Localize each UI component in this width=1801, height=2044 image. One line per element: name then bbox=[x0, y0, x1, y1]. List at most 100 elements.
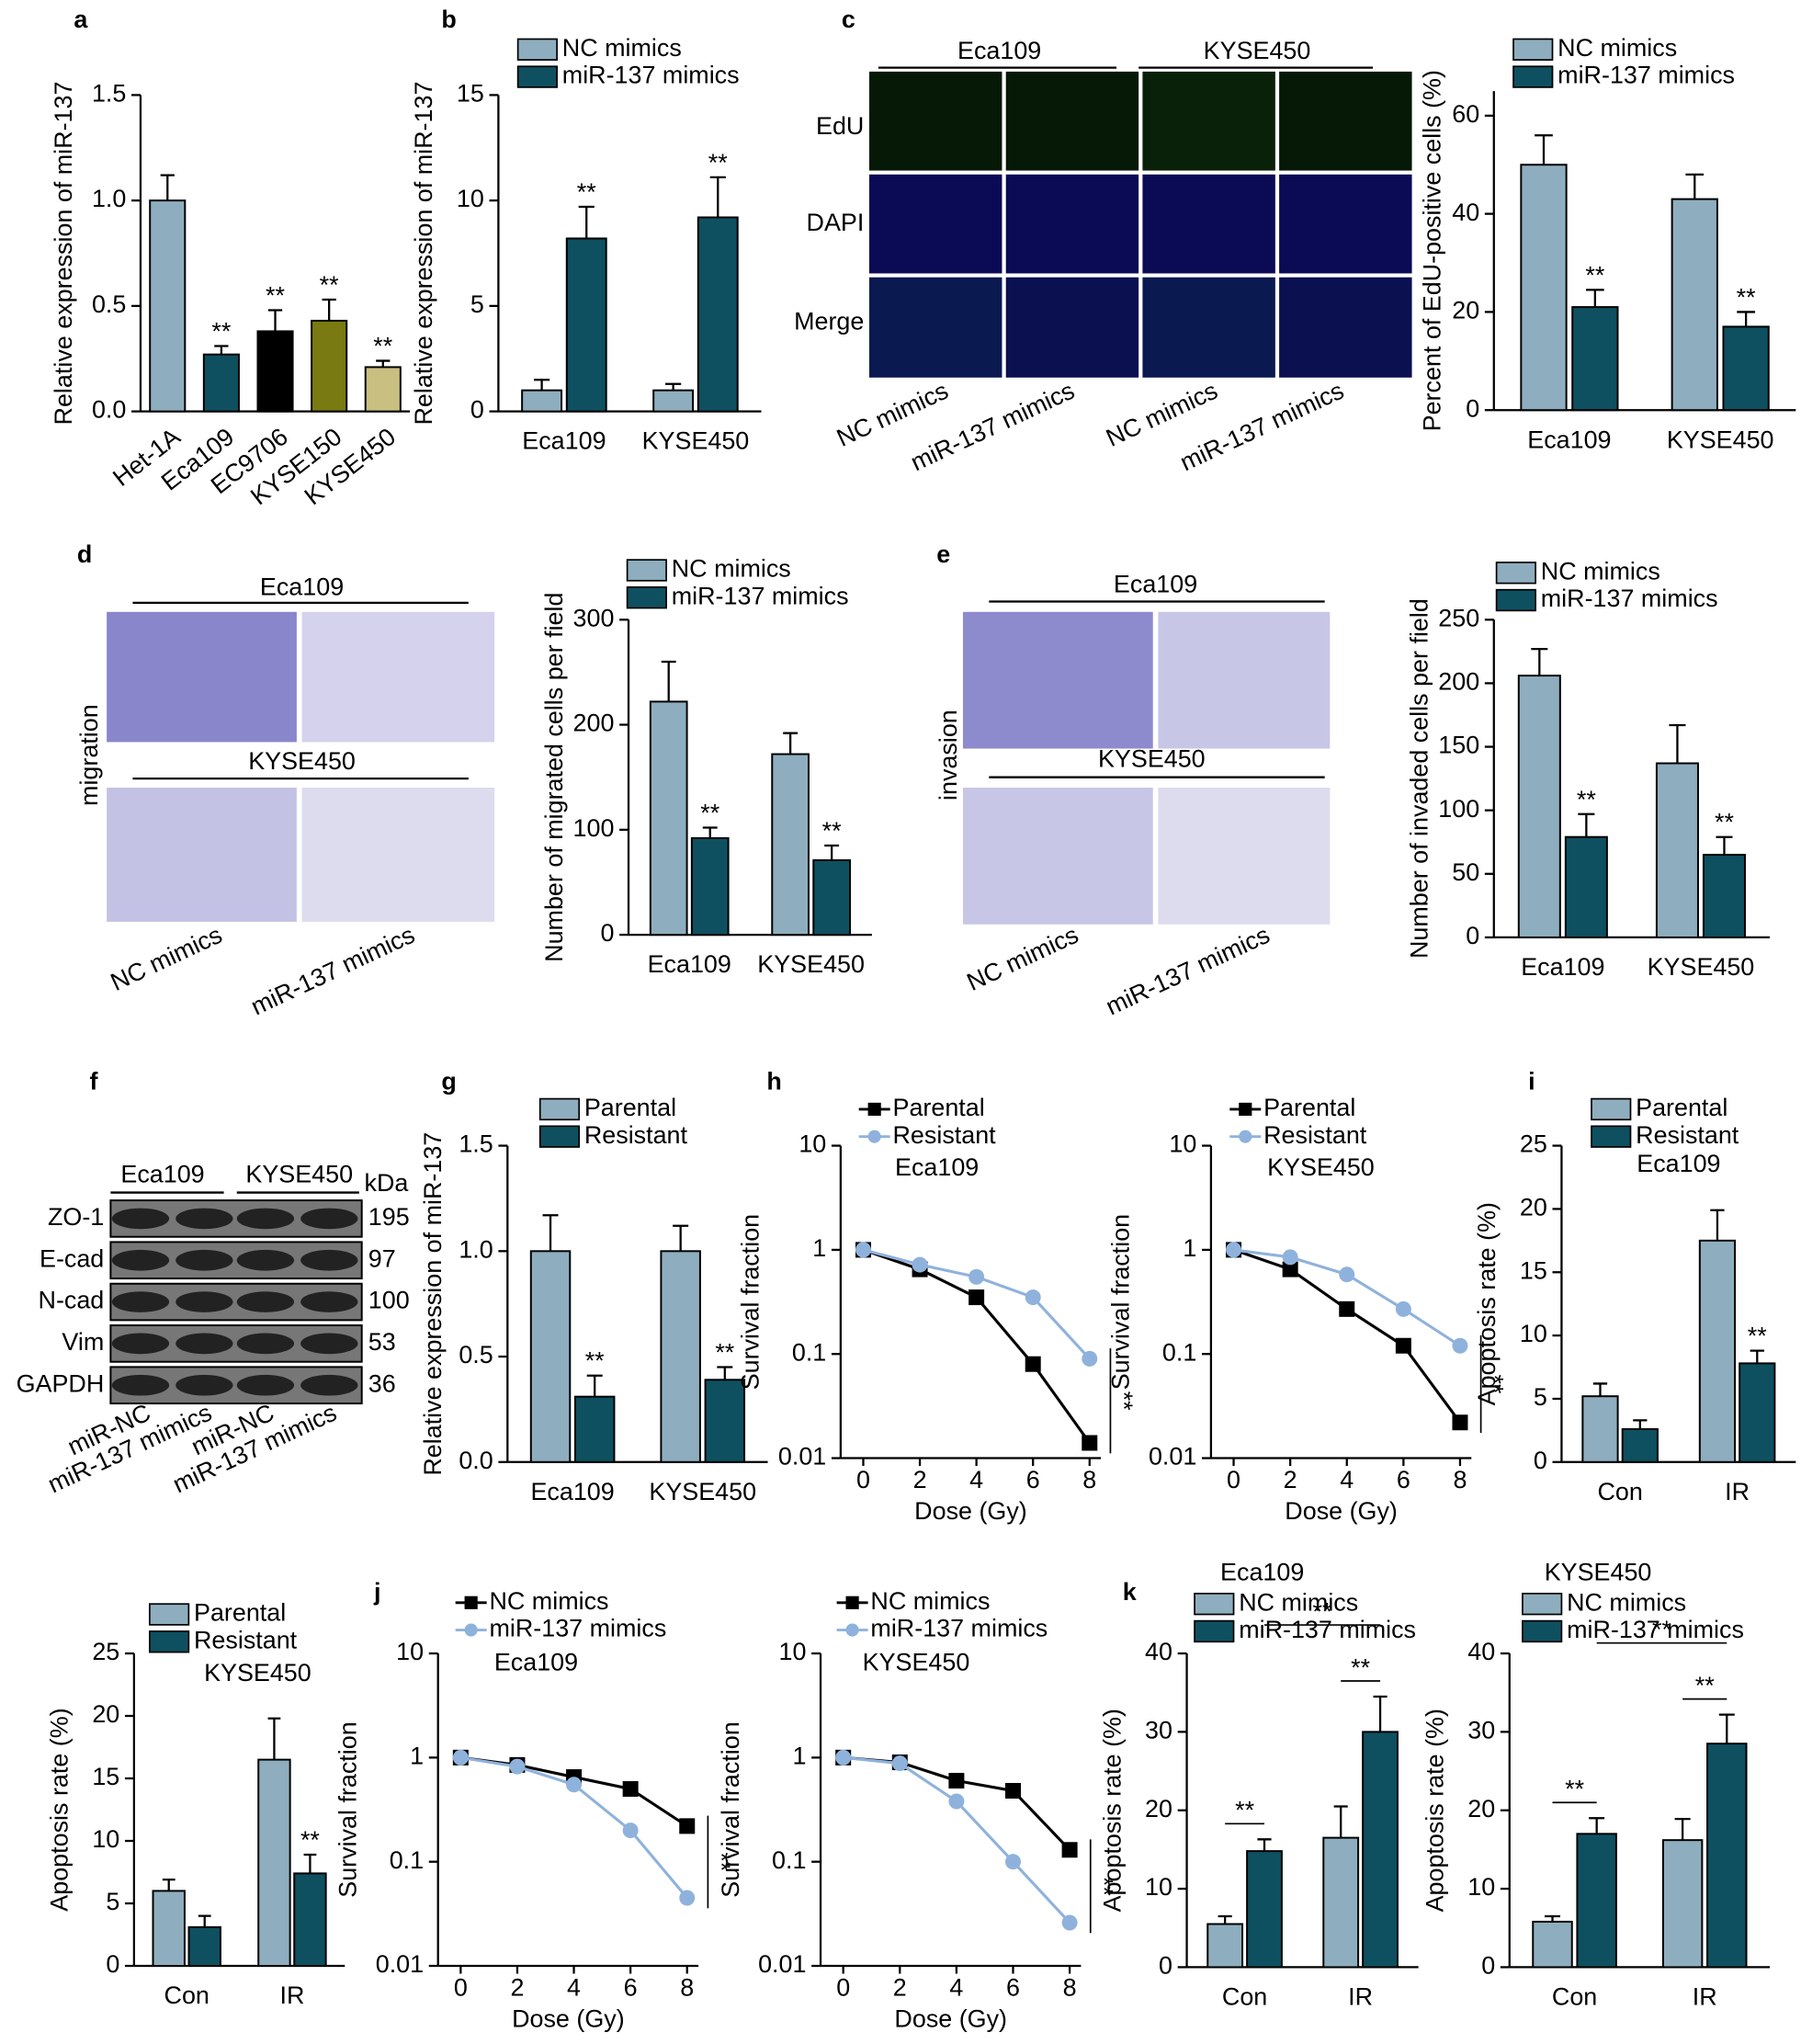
y-tick-label: 20 bbox=[1145, 1795, 1172, 1823]
y-tick-label: 20 bbox=[1520, 1194, 1547, 1221]
significance: ** bbox=[708, 1852, 735, 1871]
comparison-label: ** bbox=[1695, 1672, 1715, 1699]
bar bbox=[256, 330, 294, 413]
legend-swatch bbox=[538, 1097, 581, 1121]
subtitle: Eca109 bbox=[494, 1648, 578, 1675]
error-bar bbox=[198, 1914, 211, 1927]
point bbox=[509, 1758, 526, 1775]
legend-swatch bbox=[1522, 1619, 1563, 1643]
error-bar bbox=[717, 1366, 733, 1380]
error-bar bbox=[1585, 289, 1604, 308]
legend-swatch bbox=[1495, 562, 1536, 585]
legend-swatch bbox=[1512, 65, 1554, 88]
error-bar bbox=[303, 1853, 317, 1874]
legend-label: Parental bbox=[893, 1094, 985, 1121]
error-bar bbox=[1589, 1817, 1605, 1834]
side-label: invasion bbox=[934, 710, 962, 801]
panel-letter: a bbox=[74, 6, 88, 33]
error-bar bbox=[665, 382, 682, 391]
legend-label: NC mimics bbox=[562, 34, 682, 62]
x-tick-label: KYSE450 bbox=[1667, 426, 1774, 453]
y-tick-label: 1 bbox=[793, 1742, 807, 1769]
point bbox=[1339, 1266, 1355, 1283]
bar bbox=[1362, 1731, 1399, 1969]
x-tick-label: Eca109 bbox=[522, 427, 606, 455]
error-bar bbox=[1333, 1805, 1348, 1838]
point bbox=[912, 1256, 928, 1273]
significance: ** bbox=[1737, 283, 1756, 311]
blot-band bbox=[300, 1333, 358, 1355]
error-bar bbox=[1373, 1695, 1388, 1732]
blot-band bbox=[300, 1249, 358, 1271]
error-bar bbox=[1257, 1838, 1272, 1852]
error-bar bbox=[702, 826, 718, 838]
legend-label: miR-137 mimics bbox=[870, 1615, 1048, 1642]
error-bar bbox=[376, 359, 391, 368]
unit-label: kDa bbox=[365, 1169, 409, 1197]
y-tick-label: 10 bbox=[1145, 1873, 1172, 1901]
y-tick-label: 0.1 bbox=[772, 1846, 806, 1874]
x-tick-label: 2 bbox=[510, 1974, 524, 2002]
bar bbox=[1739, 1362, 1776, 1463]
blot-band bbox=[176, 1374, 233, 1396]
y-tick-label: 0 bbox=[1534, 1447, 1547, 1474]
y-axis-label: Apoptosis rate (%) bbox=[46, 1708, 74, 1911]
x-tick-label: KYSE450 bbox=[642, 427, 750, 455]
blot-band bbox=[111, 1208, 170, 1230]
comparison-label: ** bbox=[1351, 1653, 1370, 1681]
y-tick-label: 0.0 bbox=[92, 396, 126, 424]
legend-swatch bbox=[516, 65, 558, 88]
x-tick-label: 2 bbox=[893, 1974, 907, 2002]
point bbox=[891, 1755, 908, 1772]
significance: ** bbox=[211, 317, 231, 345]
x-axis-label: Dose (Gy) bbox=[894, 2005, 1007, 2033]
legend-label: miR-137 mimics bbox=[672, 582, 849, 609]
point bbox=[968, 1289, 985, 1306]
legend-swatch bbox=[1194, 1593, 1235, 1616]
y-tick-label: 0.01 bbox=[376, 1950, 424, 1978]
significance: ** bbox=[1090, 1877, 1117, 1896]
subtitle: Eca109 bbox=[1637, 1150, 1720, 1177]
error-bar bbox=[709, 176, 726, 218]
legend-marker bbox=[464, 1623, 478, 1637]
significance: ** bbox=[1748, 1323, 1767, 1350]
y-tick-label: 0 bbox=[1481, 1952, 1495, 1980]
bar bbox=[1322, 1836, 1360, 1969]
legend-label: Parental bbox=[584, 1094, 676, 1121]
x-axis-label: Dose (Gy) bbox=[914, 1497, 1027, 1525]
y-tick-label: 0.5 bbox=[92, 290, 126, 318]
y-axis-label: Apoptosis rate (%) bbox=[1473, 1202, 1501, 1405]
y-tick-label: 10 bbox=[92, 1825, 119, 1853]
y-tick-label: 0.01 bbox=[758, 1950, 806, 1978]
y-axis-label: Relative expression of miR-137 bbox=[410, 82, 437, 426]
bar bbox=[187, 1925, 221, 1967]
x-tick-label: 4 bbox=[949, 1974, 963, 2002]
legend-swatch bbox=[538, 1125, 581, 1148]
point bbox=[452, 1749, 469, 1766]
y-axis-label: Survival fraction bbox=[1107, 1214, 1135, 1390]
legend-marker bbox=[845, 1623, 859, 1637]
legend-label: Parental bbox=[1263, 1094, 1355, 1121]
x-tick-label: 4 bbox=[567, 1974, 581, 2002]
legend-swatch bbox=[1591, 1097, 1632, 1121]
sample-label: NC mimics bbox=[963, 921, 1083, 996]
legend-label: Parental bbox=[1636, 1094, 1727, 1121]
error-bar bbox=[1592, 1382, 1608, 1397]
point bbox=[1452, 1337, 1468, 1354]
x-tick-label: 4 bbox=[1340, 1466, 1354, 1493]
legend-label: miR-137 mimics bbox=[489, 1615, 666, 1642]
blot-band bbox=[111, 1374, 170, 1396]
bar bbox=[1246, 1850, 1283, 1969]
sample-label: NC mimics bbox=[107, 921, 227, 996]
error-bar bbox=[578, 205, 595, 239]
point bbox=[622, 1823, 639, 1839]
y-axis-label: Relative expression of miR-137 bbox=[50, 82, 77, 426]
bar bbox=[149, 199, 187, 413]
kda-label: 100 bbox=[368, 1287, 410, 1314]
bar bbox=[1671, 198, 1718, 412]
bar bbox=[690, 836, 730, 937]
series-line bbox=[1233, 1248, 1461, 1347]
y-tick-label: 20 bbox=[92, 1700, 119, 1728]
protein-label: GAPDH bbox=[17, 1369, 105, 1397]
legend-swatch bbox=[626, 559, 667, 582]
